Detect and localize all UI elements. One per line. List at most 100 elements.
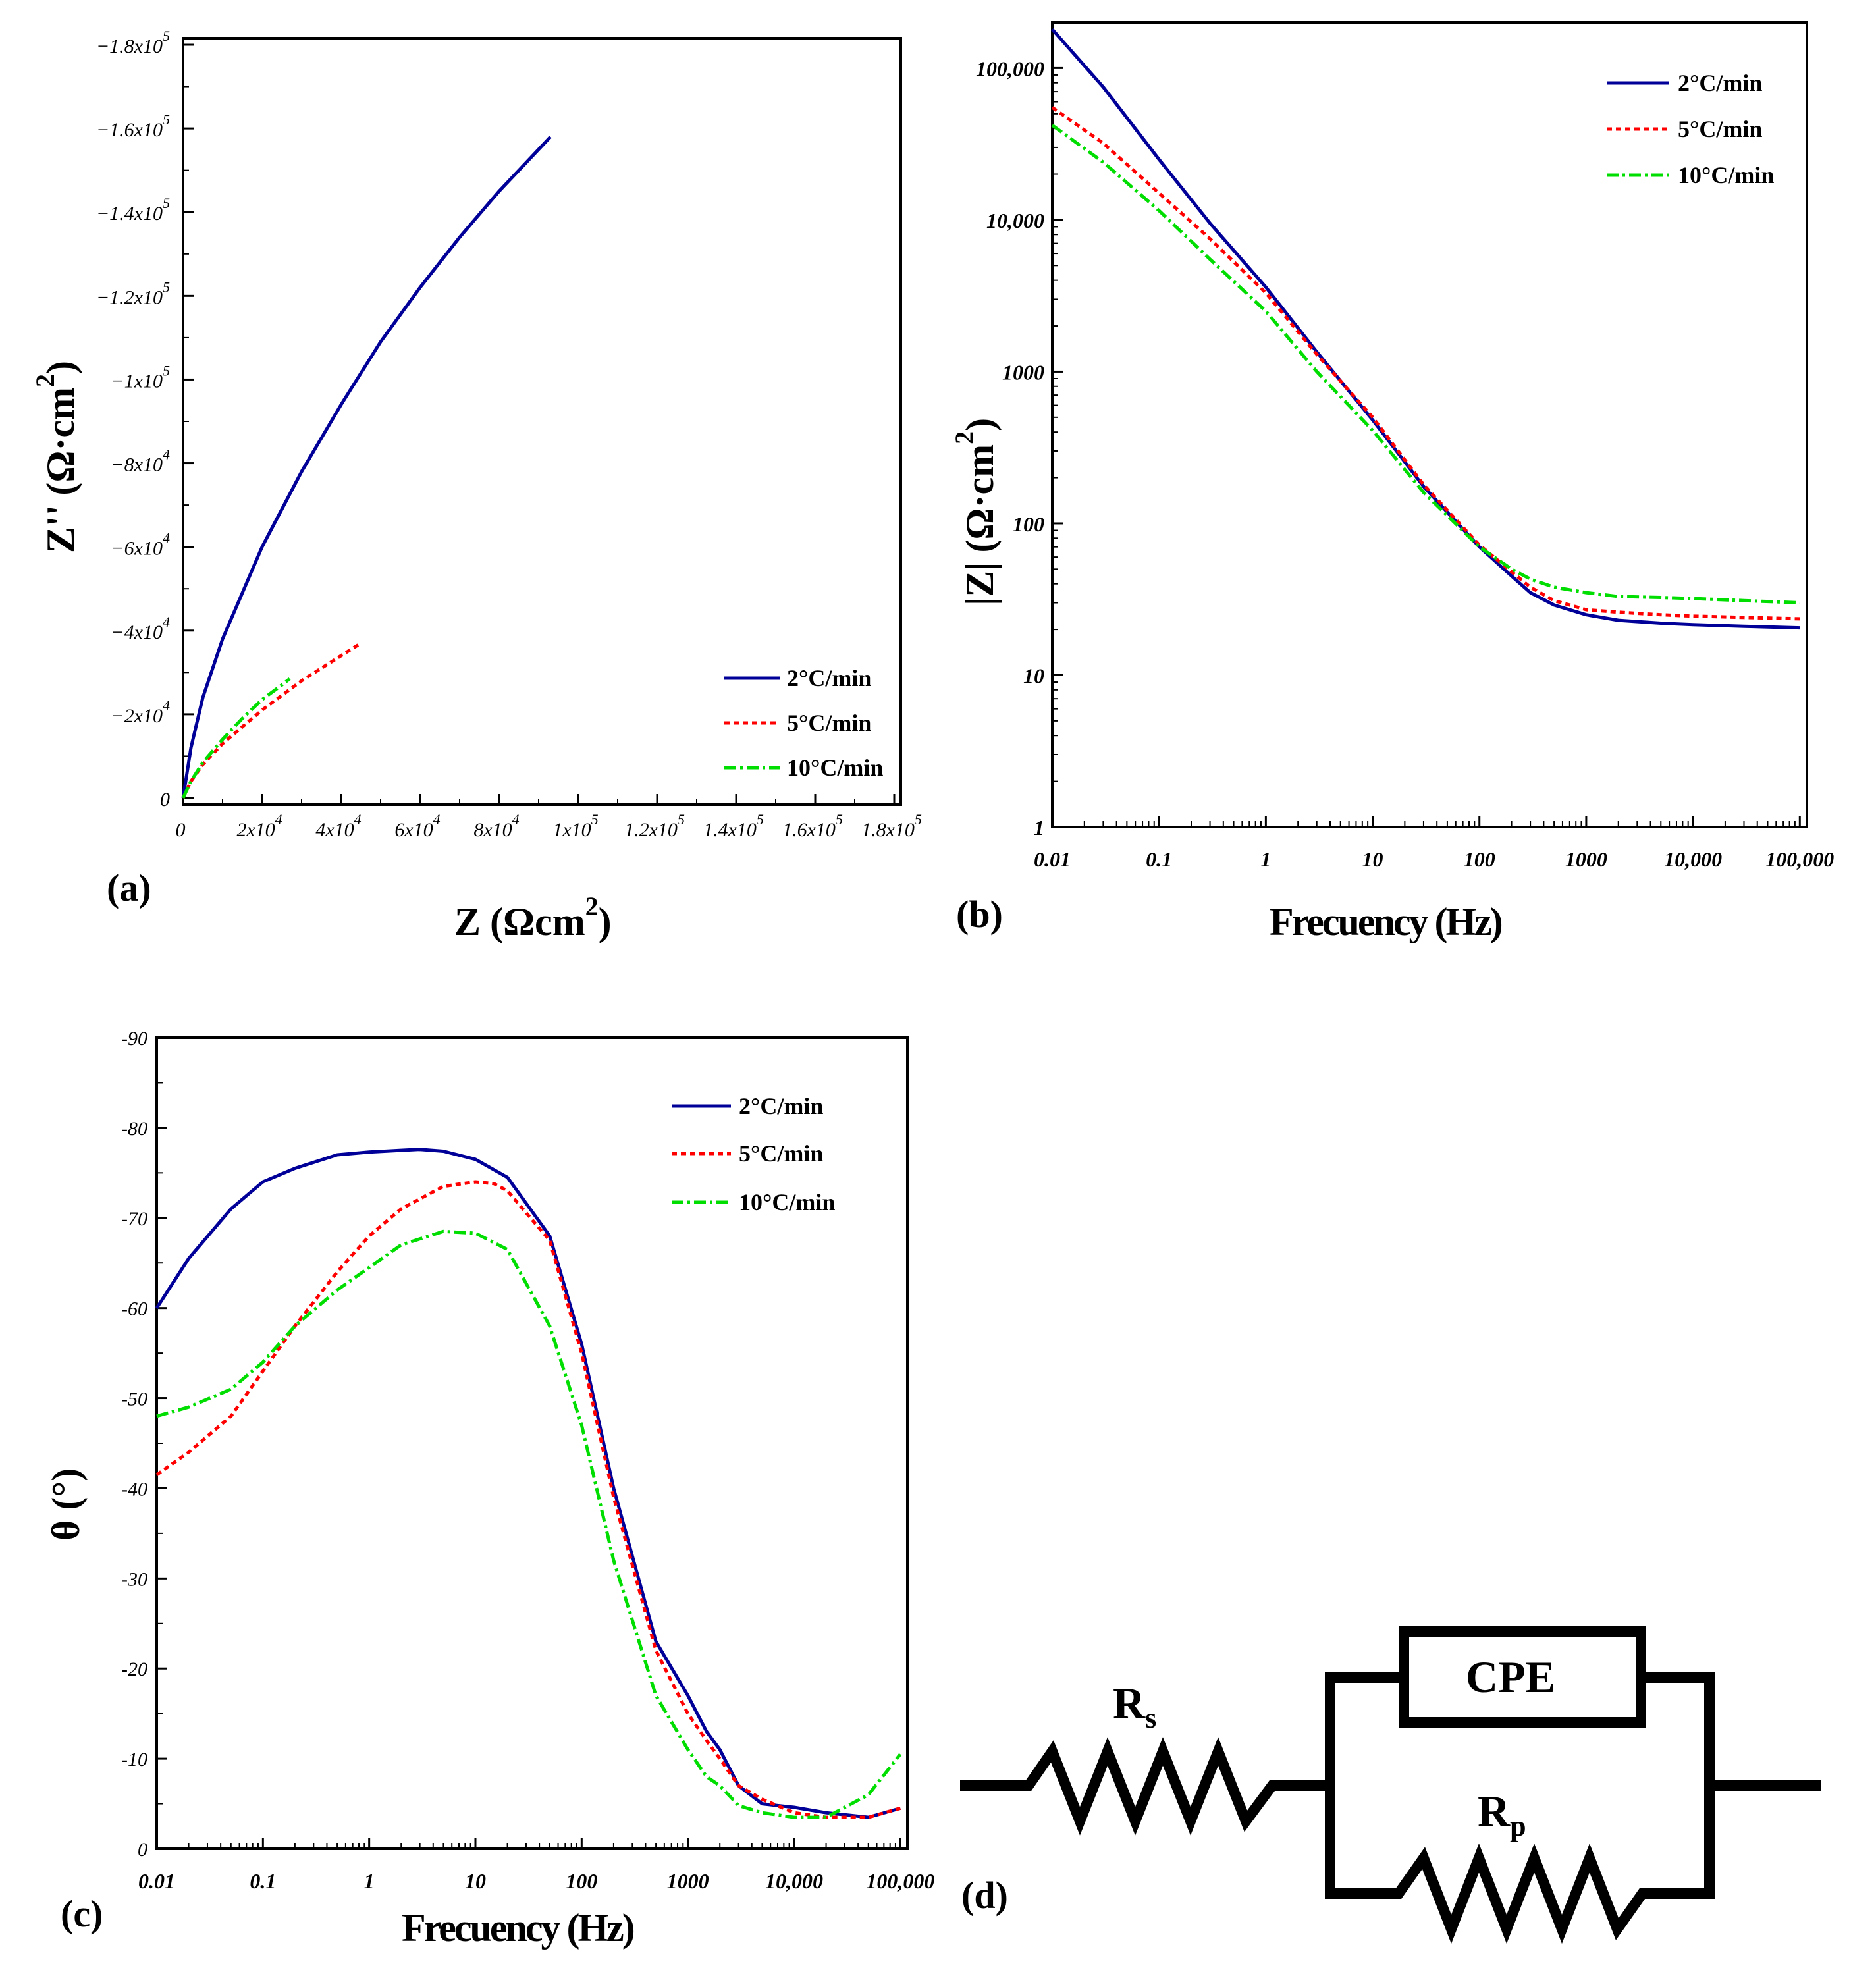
- a-y-tick-label: −1.8x105: [96, 28, 170, 57]
- panel-a-y-axis-label: Z'' (Ω·cm2): [30, 361, 82, 553]
- b-y-unit: (Ω·cm: [958, 444, 1002, 553]
- a-x-tick-label: 1.2x105: [624, 811, 685, 841]
- a-y-main: Z'': [39, 505, 82, 553]
- b-series-2: [1051, 124, 1800, 604]
- a-series-2: [181, 677, 291, 799]
- a-y-tick-exp: 4: [163, 697, 170, 714]
- a-y-tick-base: −1.2x10: [96, 286, 163, 308]
- legend-b-10c-label: 10°C/min: [1678, 162, 1774, 188]
- legend-c-5c-label: 5°C/min: [739, 1140, 823, 1167]
- a-x-tick-exp: 4: [354, 811, 362, 828]
- panel-c-series: [155, 1148, 902, 1819]
- c-series-1: [155, 1180, 901, 1819]
- b-x-tick-label: 1000: [1565, 847, 1607, 871]
- a-x-exp: 2: [585, 891, 599, 921]
- a-x-tick-base: 4x10: [315, 819, 354, 841]
- b-x-tick-label: 100: [1464, 847, 1495, 871]
- a-y-tick-label: 0: [160, 789, 170, 810]
- c-y-tick-label: -10: [121, 1749, 147, 1770]
- panel-b-legend: 2°C/min 5°C/min 10°C/min: [1607, 70, 1774, 188]
- a-x-tick-label: 2x104: [236, 811, 282, 841]
- legend-b-2c-label: 2°C/min: [1678, 70, 1762, 96]
- c-y-tick-label: 0: [138, 1839, 147, 1861]
- panel-a-series: [181, 136, 552, 799]
- a-x-tick-exp: 5: [915, 811, 922, 828]
- a-y-unit: (Ω·cm: [39, 387, 82, 496]
- a-x-tick-exp: 5: [757, 811, 764, 828]
- panel-b-frame: [1051, 21, 1808, 828]
- c-x-tick-label: 10: [465, 1869, 486, 1893]
- a-y-tick-label: −1x105: [111, 362, 170, 392]
- c-x-tick-label: 1: [364, 1869, 375, 1893]
- a-x-tick-base: 1.8x10: [861, 819, 915, 841]
- a-x-tick-label: 1x105: [552, 811, 598, 841]
- rs-sub: s: [1145, 1702, 1156, 1734]
- a-series-0: [181, 136, 552, 799]
- a-y-tick-label: −1.2x105: [96, 279, 170, 308]
- c-y-tick-label: -50: [121, 1389, 147, 1410]
- a-x-main: Z: [454, 900, 481, 943]
- panel-c-legend: 2°C/min 5°C/min 10°C/min: [672, 1093, 835, 1215]
- legend-b-5c-label: 5°C/min: [1678, 116, 1762, 142]
- rs-main: R: [1113, 1678, 1146, 1728]
- b-x-tick-label: 0.1: [1146, 847, 1172, 871]
- a-y-tick-base: −4x10: [111, 622, 163, 643]
- c-x-tick-label: 100,000: [866, 1869, 934, 1893]
- b-y-tick-label: 100: [1013, 512, 1044, 536]
- panel-d-label: (d): [961, 1874, 1008, 1917]
- b-x-tick-label: 10: [1362, 847, 1383, 871]
- a-y-tick-label: −4x104: [111, 614, 170, 643]
- legend-a-10c-label: 10°C/min: [787, 755, 883, 781]
- a-x-tick-label: 8x104: [473, 811, 519, 841]
- a-y-tick-exp: 4: [163, 446, 170, 463]
- a-y-tick-label: −2x104: [111, 697, 170, 727]
- b-series-1: [1051, 106, 1800, 621]
- a-y-tick-exp: 5: [163, 362, 170, 379]
- b-x-tick-label: 1: [1260, 847, 1271, 871]
- b-y-exp: 2: [950, 431, 979, 444]
- panel-a-legend: 2°C/min 5°C/min 10°C/min: [724, 665, 883, 781]
- c-y-tick-label: -40: [121, 1478, 147, 1500]
- panel-c-y-axis-label: θ (°): [44, 1468, 88, 1541]
- b-y-tick-label: 10,000: [986, 209, 1044, 232]
- c-y-tick-label: -70: [121, 1208, 147, 1230]
- a-x-tick-exp: 4: [433, 811, 441, 828]
- legend-c-2c-label: 2°C/min: [739, 1093, 823, 1119]
- b-series-0: [1051, 28, 1800, 630]
- b-y-tick-label: 1000: [1002, 360, 1044, 384]
- a-x-tick-label: 4x104: [315, 811, 361, 841]
- c-y-tick-label: -90: [121, 1028, 147, 1049]
- panel-b-bode-magnitude-plot: 0.01 0.1 1 10 100 1000 10,000 100,000 1 10 100 1000…: [950, 21, 1834, 943]
- a-x-tick-label: 1.8x105: [861, 811, 922, 841]
- a-y-tick-base: −1.8x10: [96, 36, 163, 57]
- resistor-rs: [960, 1737, 1335, 1836]
- a-x-tick-base: 1.6x10: [782, 819, 836, 841]
- a-y-tick-base: −1.6x10: [96, 119, 163, 141]
- a-y-tick-exp: 5: [163, 195, 170, 211]
- c-series-0: [155, 1148, 901, 1819]
- a-y-tick-base: −6x10: [111, 538, 163, 560]
- c-y-tick-label: -80: [121, 1118, 147, 1140]
- a-x-tick-label: 6x104: [394, 811, 440, 841]
- c-y-tick-label: -30: [121, 1568, 147, 1590]
- b-x-tick-label: 0.01: [1034, 847, 1071, 871]
- a-series-1: [181, 641, 362, 799]
- c-y-tick-label: -60: [121, 1298, 147, 1320]
- a-y-tick-label: −1.6x105: [96, 111, 170, 141]
- legend-c-10c-label: 10°C/min: [739, 1189, 835, 1215]
- circuit-wires: [960, 1626, 1821, 1944]
- a-y-tick-base: −1x10: [111, 370, 163, 392]
- resistor-rp: [1325, 1843, 1715, 1944]
- panel-c-x-axis-label: Frecuency (Hz): [402, 1906, 634, 1950]
- a-y-tick-exp: 4: [163, 614, 170, 630]
- c-x-tick-label: 1000: [667, 1869, 709, 1893]
- b-y-tick-label: 1: [1034, 816, 1044, 839]
- a-x-tick-base: 1x10: [552, 819, 591, 841]
- panel-a-label: (a): [107, 866, 151, 909]
- panel-a-x-axis-label: Z (Ωcm2): [454, 891, 612, 943]
- a-y-tick-label: −8x104: [111, 446, 170, 476]
- rs-label: Rs: [1113, 1678, 1156, 1734]
- a-y-tick-exp: 5: [163, 28, 170, 44]
- legend-a-2c-label: 2°C/min: [787, 665, 871, 691]
- panel-c-label: (c): [61, 1892, 103, 1935]
